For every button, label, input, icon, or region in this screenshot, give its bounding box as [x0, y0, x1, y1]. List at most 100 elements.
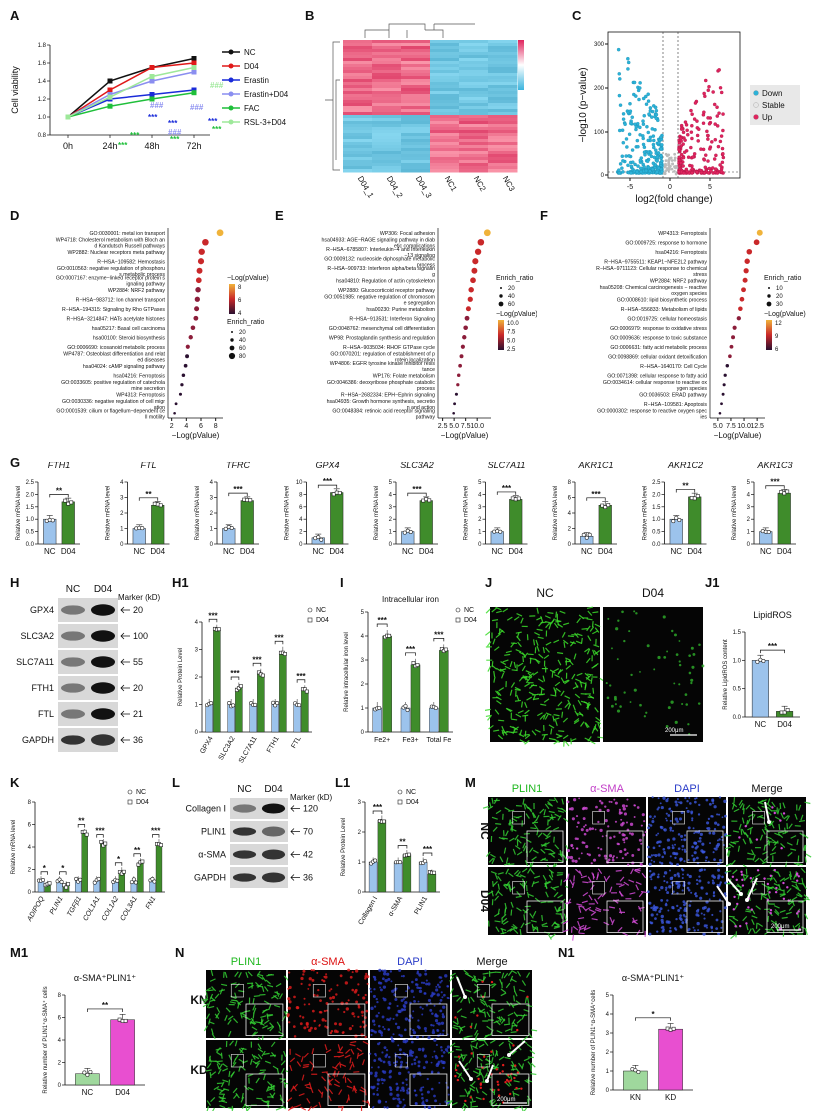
d-term-label: GO:0010563: negative regulation of phosp…: [57, 266, 165, 272]
j-nc-image-cell: [493, 670, 496, 678]
n-inset-frame: [409, 1003, 448, 1036]
h-row-label: FTL: [38, 709, 54, 719]
d-dot: [194, 306, 200, 312]
m-image-cell: [720, 835, 724, 839]
c-point-down: [655, 158, 659, 163]
n-image-cell: [394, 997, 398, 1002]
e-legend-title: Enrich_ratio: [496, 275, 533, 282]
c-point-down: [620, 166, 624, 170]
j-nc-image-cell: [532, 694, 537, 701]
h1-bar: [227, 704, 235, 733]
g-slc7a11-y-tick-label: 1: [478, 530, 482, 536]
h-band: [61, 735, 85, 745]
n-image-cell: [382, 1060, 386, 1064]
b-heatmap-cell: [430, 73, 460, 77]
k-point: [140, 859, 145, 864]
n-merge-cell: [470, 1052, 473, 1055]
c-point-stable: [664, 152, 668, 156]
m-image-cell: [668, 929, 672, 933]
b-heatmap-cell: [372, 151, 402, 155]
l1-legend-marker: [397, 789, 403, 795]
n-image-cell: [431, 1056, 434, 1058]
m-merge-image-cell: [745, 924, 749, 931]
m-merge-cell: [740, 870, 743, 874]
m-merge-image-cell: [804, 913, 809, 920]
g-akr1c1-title: AKR1C1: [577, 462, 613, 470]
n-image-cell: [347, 999, 350, 1002]
h1-legend-label: D04: [316, 617, 329, 624]
g-akr1c1-point: [587, 532, 592, 537]
f-dot: [729, 344, 734, 349]
n-merge-image-cell: [470, 996, 475, 1003]
n-image-cell: [396, 1086, 400, 1090]
n-merge-image-cell: [530, 1073, 537, 1076]
j-nc-image-cell: [522, 656, 525, 663]
f-dot: [728, 354, 732, 359]
n-image-cell: [234, 971, 239, 977]
b-heatmap-cell: [430, 97, 460, 101]
m-image-cell: [697, 813, 701, 816]
b-heatmap-cell: [488, 97, 518, 101]
j-nc-image-cell: [538, 653, 544, 659]
g-slc7a11-x-label: NC: [491, 547, 503, 556]
m-image-cell: [524, 922, 531, 926]
n-image-cell: [252, 998, 255, 1005]
m-image-cell: [583, 832, 587, 836]
n-image-cell: [440, 1046, 443, 1049]
j-nc-image-cell: [587, 701, 590, 709]
c-x-tick-label: -5: [627, 184, 633, 191]
n-image-cell: [396, 1093, 400, 1097]
b-heatmap-cell: [430, 124, 460, 128]
j-nc-image-cell: [561, 711, 564, 718]
m-image-cell: [503, 847, 507, 854]
n-image-cell: [439, 1103, 441, 1105]
b-column-label: D04_1: [356, 175, 376, 200]
n-image-cell: [362, 1100, 369, 1104]
n-image-cell: [317, 1089, 323, 1095]
b-heatmap-cell: [459, 163, 489, 167]
c-point-up: [717, 68, 721, 72]
m-image-cell: [621, 857, 624, 860]
m-image-cell: [721, 875, 724, 879]
a-point: [107, 78, 113, 84]
b-heatmap-cell: [488, 100, 518, 104]
e-legend-size-marker: [500, 287, 502, 289]
n-image-cell: [370, 1085, 373, 1089]
n-image-cell: [378, 1041, 381, 1044]
k-significance: ***: [151, 827, 161, 836]
m-image-cell: [575, 847, 579, 850]
j-nc-image-cell: [495, 606, 502, 611]
b-heatmap-cell: [372, 103, 402, 107]
b-column-label: D04_3: [414, 175, 434, 200]
n-image-cell: [323, 975, 326, 978]
m-image-cell: [693, 841, 697, 845]
j-d04-image-cell: [611, 647, 613, 650]
j-d04-image-cell: [633, 610, 636, 613]
g-akr1c2-bar: [688, 496, 702, 545]
m-merge-image-cell: [754, 873, 761, 878]
f-term-label: ies: [700, 414, 707, 420]
a-point: [65, 114, 71, 120]
m-image-cell: [591, 918, 598, 921]
n-image-cell: [295, 1053, 301, 1058]
n-merge-image-cell: [497, 1008, 504, 1012]
n-merge-image-cell: [484, 1034, 491, 1037]
m-image-cell: [646, 890, 650, 894]
k-significance: *: [61, 864, 65, 873]
n-image-cell: [395, 1013, 399, 1017]
i-title: Intracellular iron: [382, 595, 439, 604]
n-image-cell: [381, 1015, 385, 1019]
m-image-cell: [580, 852, 583, 855]
m-image-cell: [563, 913, 567, 920]
g-ftl-bracket: [138, 497, 159, 501]
m-image-cell: [576, 903, 583, 906]
j-nc-image-cell: [575, 678, 582, 683]
n-image-cell: [252, 1012, 255, 1019]
m-inset-frame: [686, 900, 724, 933]
k-point: [66, 882, 71, 886]
n-image-cell: [415, 1035, 420, 1039]
n-merge-image-cell: [509, 1074, 513, 1081]
n-image-cell: [276, 990, 280, 997]
n-image-cell: [329, 1031, 333, 1035]
i-bar: [410, 664, 421, 733]
